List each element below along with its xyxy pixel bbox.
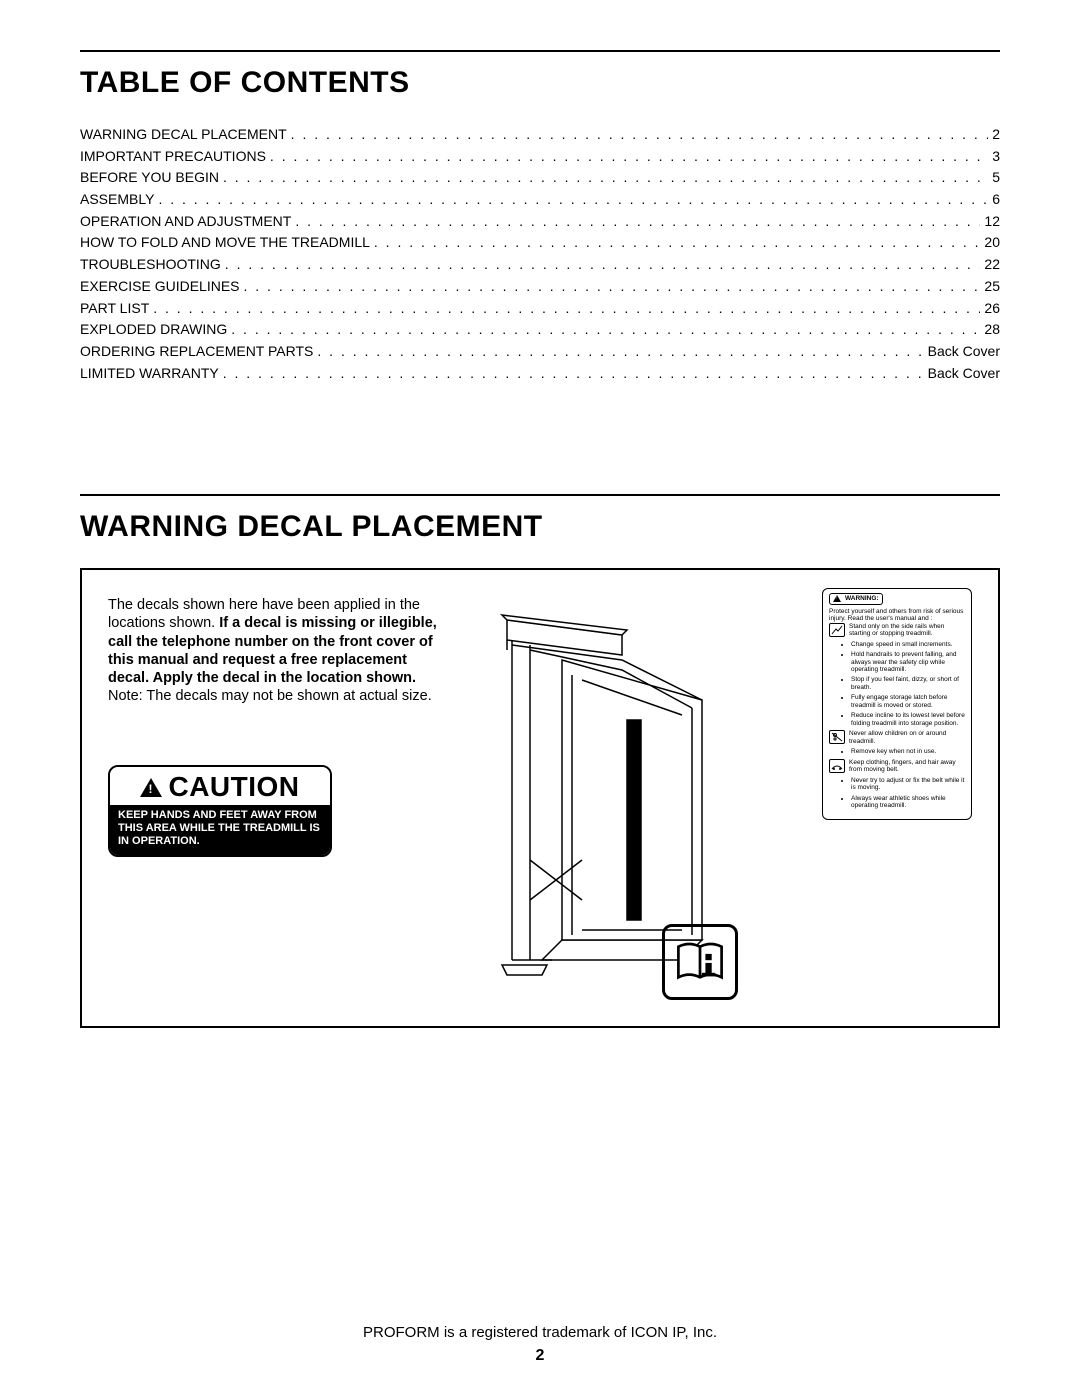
toc-dots [223,167,988,189]
toc-row: LIMITED WARRANTY Back Cover [80,363,1000,385]
toc-dots [158,189,988,211]
toc-label: PART LIST [80,298,153,320]
warning-bullet: Always wear athletic shoes while operati… [851,795,965,810]
moving-belt-icon [829,759,845,773]
toc-row: HOW TO FOLD AND MOVE THE TREADMILL 20 [80,232,1000,254]
toc-page: Back Cover [924,341,1000,363]
toc-row: EXPLODED DRAWING 28 [80,319,1000,341]
warning-bullet: Never try to adjust or fix the belt whil… [851,777,965,792]
toc-page: 28 [980,319,1000,341]
warning-bullet: Reduce incline to its lowest level befor… [851,712,965,727]
toc-dots [231,319,980,341]
warning-panel-intro: Protect yourself and others from risk of… [829,608,965,623]
page-number: 2 [0,1347,1080,1365]
warning-bullets-c: Never try to adjust or fix the belt whil… [829,777,965,810]
toc-page: 25 [980,276,1000,298]
toc-dots [225,254,981,276]
warning-bullet: Remove key when not in use. [851,748,965,755]
no-children-icon [829,730,845,744]
rule-top-decal [80,494,1000,496]
trademark-line: PROFORM is a registered trademark of ICO… [0,1324,1080,1341]
warning-bullets-a: Change speed in small increments. Hold ha… [829,641,965,728]
toc-label: OPERATION AND ADJUSTMENT [80,211,295,233]
section-title-decal: WARNING DECAL PLACEMENT [80,510,1000,544]
footer: PROFORM is a registered trademark of ICO… [0,1324,1080,1365]
toc-label: HOW TO FOLD AND MOVE THE TREADMILL [80,232,374,254]
section-title-toc: TABLE OF CONTENTS [80,66,1000,100]
table-of-contents: WARNING DECAL PLACEMENT2IMPORTANT PRECAU… [80,124,1000,384]
stand-on-rails-icon [829,623,845,637]
toc-row: BEFORE YOU BEGIN 5 [80,167,1000,189]
page: TABLE OF CONTENTS WARNING DECAL PLACEMEN… [0,0,1080,1397]
toc-dots [223,363,924,385]
toc-dots [244,276,981,298]
toc-row: IMPORTANT PRECAUTIONS 3 [80,146,1000,168]
toc-dots [295,211,980,233]
toc-row: TROUBLESHOOTING 22 [80,254,1000,276]
toc-page: 2 [988,124,1000,146]
warning-triangle-mini-icon [833,595,841,602]
toc-page: 5 [988,167,1000,189]
caution-label: CAUTION [168,771,299,803]
warning-bullet: Fully engage storage latch before treadm… [851,694,965,709]
decal-figure-box: The decals shown here have been applied … [80,568,1000,1028]
toc-row: ORDERING REPLACEMENT PARTS Back Cover [80,341,1000,363]
toc-row: EXERCISE GUIDELINES 25 [80,276,1000,298]
toc-row: PART LIST 26 [80,298,1000,320]
rule-top-toc [80,50,1000,52]
caution-decal-body: KEEP HANDS AND FEET AWAY FROM THIS AREA … [110,805,330,855]
toc-label: WARNING DECAL PLACEMENT [80,124,291,146]
toc-dots [270,146,988,168]
toc-page: Back Cover [924,363,1000,385]
toc-dots [374,232,981,254]
toc-dots [317,341,923,363]
warning-bullet: Change speed in small increments. [851,641,965,648]
toc-label: IMPORTANT PRECAUTIONS [80,146,270,168]
decal-note: Note: The decals may not be shown at act… [108,688,432,704]
warning-panel-title: WARNING: [845,595,879,602]
warning-item-belt: Keep clothing, fingers, and hair away fr… [849,759,965,774]
toc-label: BEFORE YOU BEGIN [80,167,223,189]
toc-label: TROUBLESHOOTING [80,254,225,276]
warning-triangle-icon [140,778,162,797]
warning-panel: WARNING: Protect yourself and others fro… [822,588,972,819]
toc-label: EXERCISE GUIDELINES [80,276,244,298]
toc-page: 26 [980,298,1000,320]
toc-page: 6 [988,189,1000,211]
toc-label: EXPLODED DRAWING [80,319,231,341]
warning-bullet: Hold handrails to prevent falling, and a… [851,651,965,673]
caution-decal: CAUTION KEEP HANDS AND FEET AWAY FROM TH… [108,765,332,857]
toc-row: ASSEMBLY 6 [80,189,1000,211]
decal-paragraph: The decals shown here have been applied … [108,596,438,705]
caution-decal-header: CAUTION [110,767,330,805]
warning-item-children: Never allow children on or around treadm… [849,730,965,745]
toc-label: LIMITED WARRANTY [80,363,223,385]
toc-dots [153,298,980,320]
toc-dots [291,124,989,146]
warning-item-stand: Stand only on the side rails when starti… [849,623,965,638]
toc-row: OPERATION AND ADJUSTMENT 12 [80,211,1000,233]
toc-page: 3 [988,146,1000,168]
toc-page: 12 [980,211,1000,233]
toc-page: 20 [980,232,1000,254]
warning-bullet: Stop if you feel faint, dizzy, or short … [851,676,965,691]
manual-info-icon [662,924,738,1000]
warning-bullets-b: Remove key when not in use. [829,748,965,755]
toc-label: ASSEMBLY [80,189,158,211]
toc-page: 22 [980,254,1000,276]
toc-row: WARNING DECAL PLACEMENT 2 [80,124,1000,146]
toc-label: ORDERING REPLACEMENT PARTS [80,341,317,363]
warning-panel-header: WARNING: [829,593,883,604]
